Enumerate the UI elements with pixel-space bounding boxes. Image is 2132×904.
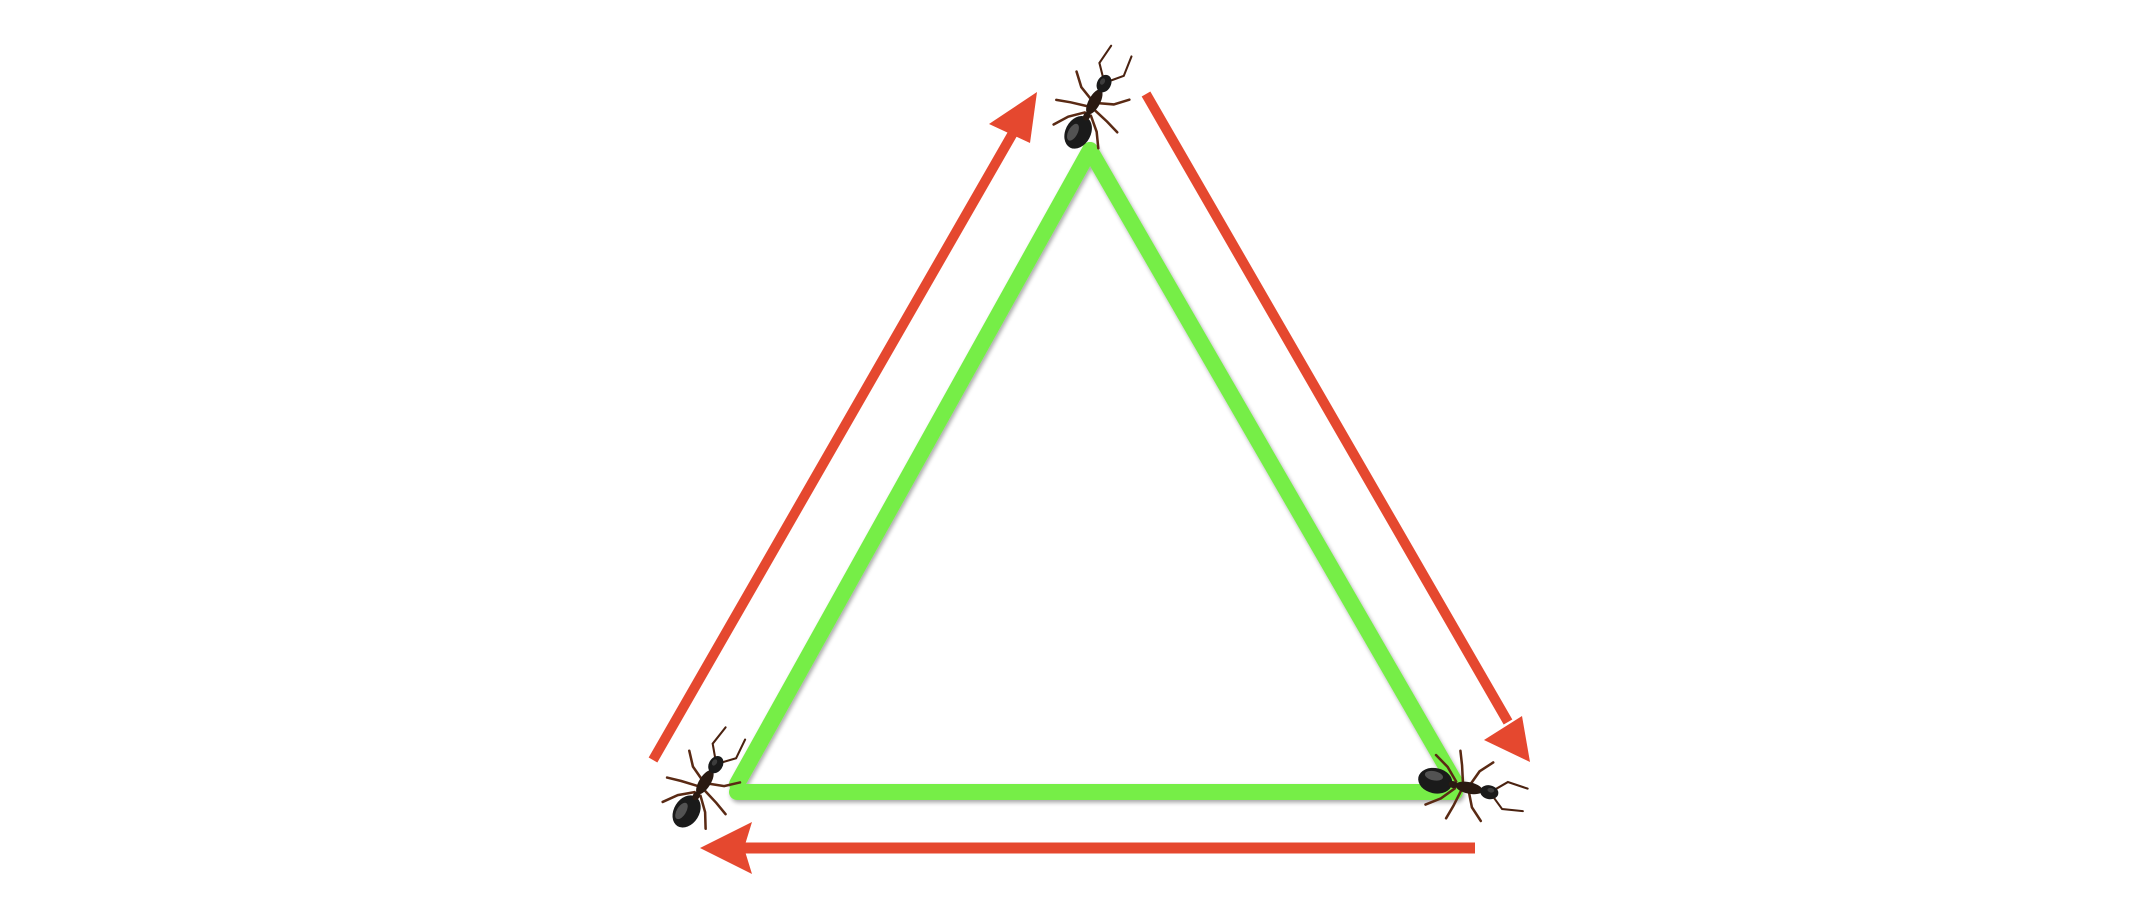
arrowhead-bottom-left (700, 822, 752, 874)
direction-arrows (648, 91, 1530, 874)
green-edge-left (729, 142, 1098, 792)
arrowhead-right-down (1484, 716, 1530, 762)
arrow-left-up (648, 92, 1037, 763)
arrow-right-down (1141, 91, 1530, 762)
ant-icon (1409, 742, 1534, 835)
green-edge-right (1082, 142, 1463, 790)
green-path (729, 142, 1463, 800)
arrowhead-left-up (989, 92, 1037, 143)
arrow-bottom-left (700, 822, 1475, 874)
